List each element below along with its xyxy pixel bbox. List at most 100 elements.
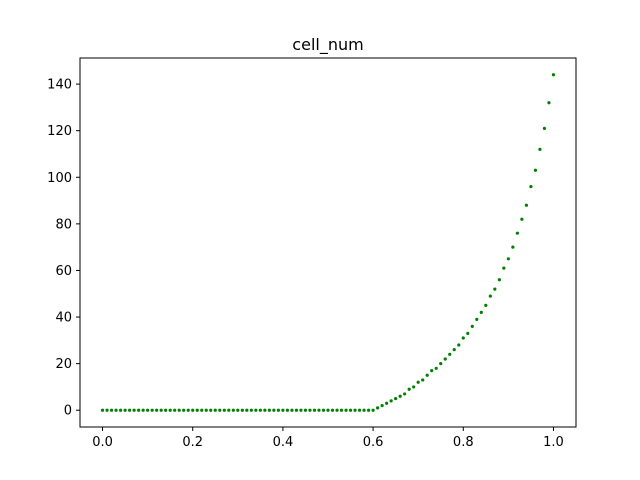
- y-tick-label: 80: [55, 217, 72, 232]
- data-point: [416, 380, 420, 384]
- chart-title: cell_num: [292, 35, 363, 55]
- data-point: [470, 324, 474, 328]
- data-point: [479, 310, 483, 314]
- x-tick-label: 0.2: [182, 435, 203, 450]
- x-tick-label: 0.6: [363, 435, 384, 450]
- data-point: [132, 408, 136, 412]
- data-point: [506, 257, 510, 261]
- y-tick-label: 60: [55, 264, 72, 279]
- data-point: [502, 266, 506, 270]
- data-point: [488, 294, 492, 298]
- data-point: [466, 331, 470, 335]
- data-point: [326, 408, 330, 412]
- data-point: [344, 408, 348, 412]
- data-point: [137, 408, 141, 412]
- data-point: [452, 348, 456, 352]
- data-point: [191, 408, 195, 412]
- data-point: [245, 408, 249, 412]
- data-point: [114, 408, 118, 412]
- data-point: [443, 357, 447, 361]
- data-point: [276, 408, 280, 412]
- data-point: [213, 408, 217, 412]
- data-point: [538, 147, 542, 151]
- data-point: [150, 408, 154, 412]
- data-point: [520, 217, 524, 221]
- data-point: [218, 408, 222, 412]
- data-point: [335, 408, 339, 412]
- data-point: [551, 73, 556, 77]
- data-point: [240, 408, 244, 412]
- data-point: [109, 408, 114, 412]
- y-axis-ticks: 0 20 40 60 80 100 120 140: [47, 78, 80, 419]
- data-point: [281, 408, 285, 412]
- data-point: [159, 408, 163, 412]
- data-point: [366, 408, 371, 412]
- data-point: [371, 408, 375, 412]
- data-point: [493, 287, 497, 291]
- data-point: [394, 396, 398, 401]
- data-point: [312, 408, 317, 412]
- data-point: [362, 408, 366, 412]
- y-tick-label: 140: [47, 78, 72, 93]
- data-point: [100, 408, 105, 412]
- data-point: [195, 408, 199, 412]
- y-tick-label: 0: [64, 404, 72, 419]
- data-point: [294, 408, 299, 412]
- data-point: [249, 408, 253, 412]
- data-point: [511, 245, 515, 249]
- data-point: [380, 403, 384, 408]
- data-point: [533, 168, 538, 172]
- data-point: [173, 408, 177, 412]
- data-point: [204, 408, 208, 412]
- data-point: [321, 408, 326, 412]
- data-point: [385, 401, 389, 405]
- data-point: [227, 408, 231, 412]
- data-point: [182, 408, 186, 412]
- data-point: [515, 231, 519, 235]
- data-point: [430, 369, 434, 373]
- data-point: [353, 408, 357, 412]
- data-point: [118, 408, 123, 412]
- data-point: [105, 408, 109, 412]
- data-point: [425, 373, 429, 377]
- data-point: [285, 408, 290, 412]
- data-point: [168, 408, 172, 412]
- data-point: [407, 387, 411, 391]
- data-point: [272, 408, 276, 412]
- data-point: [412, 385, 416, 389]
- data-point: [258, 408, 262, 412]
- data-point: [524, 203, 529, 207]
- data-point: [529, 184, 533, 189]
- data-point: [317, 408, 321, 412]
- data-point: [155, 408, 159, 412]
- data-point: [236, 408, 240, 412]
- data-point: [146, 408, 150, 412]
- data-point: [330, 408, 335, 412]
- data-point: [123, 408, 127, 412]
- data-point: [457, 343, 461, 347]
- data-point: [200, 408, 204, 412]
- x-tick-label: 0.0: [92, 435, 113, 450]
- data-point: [547, 101, 551, 105]
- y-tick-label: 120: [47, 124, 72, 139]
- data-point: [186, 408, 190, 412]
- y-tick-label: 40: [55, 311, 72, 326]
- data-point: [398, 394, 402, 398]
- data-point: [497, 278, 501, 282]
- data-point: [128, 408, 132, 412]
- data-point: [461, 336, 465, 340]
- x-tick-label: 1.0: [543, 435, 564, 450]
- x-tick-label: 0.8: [453, 435, 474, 450]
- data-point: [348, 408, 353, 412]
- data-point: [231, 408, 235, 412]
- x-tick-label: 0.4: [273, 435, 294, 450]
- data-point: [303, 408, 308, 412]
- x-axis-ticks: 0.0 0.2 0.4 0.6 0.8 1.0: [92, 427, 564, 450]
- data-point: [357, 408, 362, 412]
- data-point: [339, 408, 344, 412]
- data-point: [222, 408, 226, 412]
- data-point: [299, 408, 303, 412]
- data-point: [141, 408, 145, 412]
